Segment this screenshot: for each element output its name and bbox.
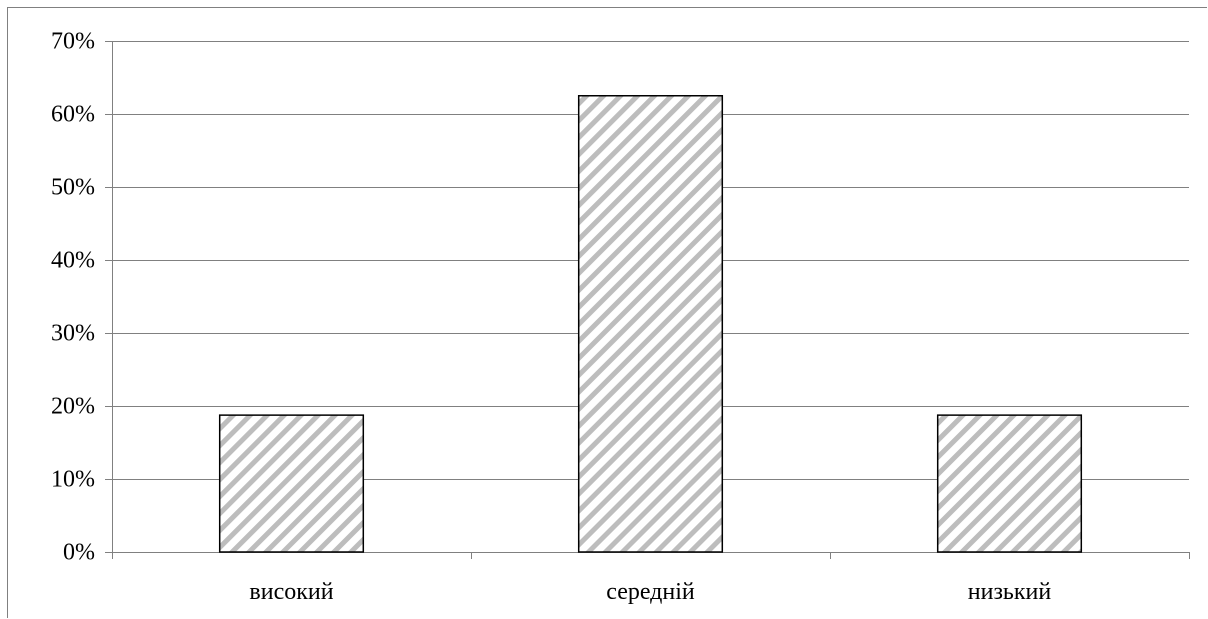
bar-1	[218, 414, 365, 553]
bar-2	[577, 95, 724, 553]
y-tick-label: 60%	[51, 102, 95, 128]
x-category-label: високий	[249, 579, 333, 605]
y-tick-label: 70%	[51, 29, 95, 55]
bar-3	[936, 414, 1083, 553]
x-category-label: низький	[968, 579, 1052, 605]
y-tick-label: 50%	[51, 175, 95, 201]
x-category-label: середній	[606, 579, 695, 605]
y-axis-tick-labels: 0% 10% 20% 30% 40% 50% 60% 70%	[51, 29, 95, 566]
x-axis-category-labels: високий середній низький	[249, 579, 1051, 605]
y-tick-label: 10%	[51, 467, 95, 493]
y-tick-label: 40%	[51, 248, 95, 274]
y-tick-label: 30%	[51, 321, 95, 347]
y-tick-label: 0%	[63, 540, 95, 566]
y-tick-label: 20%	[51, 394, 95, 420]
bars	[218, 95, 1083, 553]
